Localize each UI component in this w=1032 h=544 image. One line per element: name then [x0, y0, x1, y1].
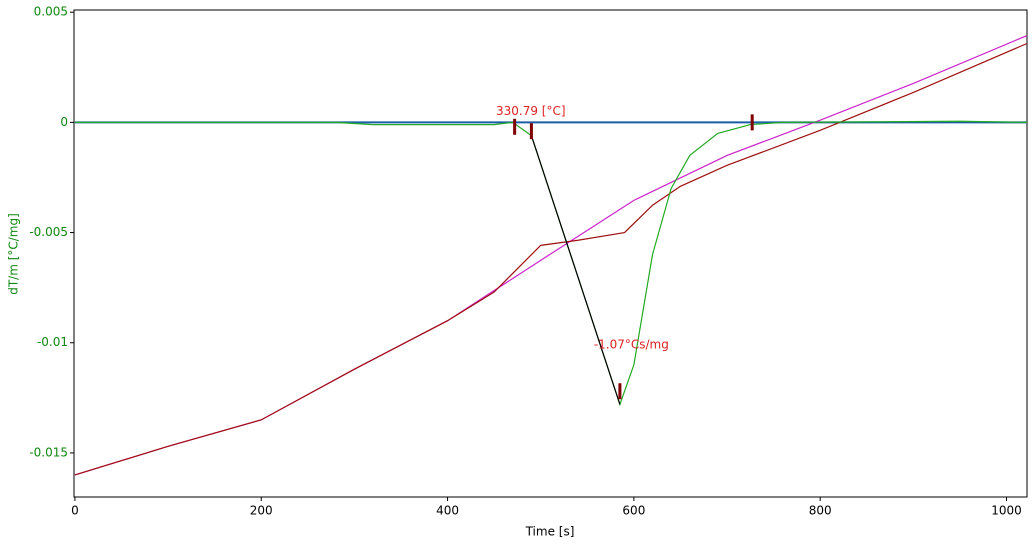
line: [74, 42, 1028, 476]
x-tick-label: 1000: [991, 504, 1022, 518]
y-tick-label: 0: [60, 115, 68, 129]
x-tick-label: 200: [250, 504, 273, 518]
x-tick-label: 0: [71, 504, 79, 518]
line: [74, 35, 1028, 476]
y-tick-label: 0.005: [34, 5, 68, 19]
x-axis-label: Time [s]: [525, 525, 575, 539]
x-tick-label: 600: [622, 504, 645, 518]
annotation: -1.07°Cs/mg: [594, 337, 669, 351]
y-axis-label: dT/m [°C/mg]: [7, 213, 21, 295]
annotation: 330.79 [°C]: [496, 104, 566, 118]
x-tick-label: 800: [809, 504, 832, 518]
y-tick-label: -0.015: [29, 445, 68, 459]
line: [74, 120, 1028, 407]
line: [530, 135, 621, 405]
y-tick-label: -0.005: [29, 225, 68, 239]
plot-frame: [73, 9, 1028, 498]
x-tick-label: 400: [436, 504, 459, 518]
y-tick-label: -0.01: [37, 335, 68, 349]
